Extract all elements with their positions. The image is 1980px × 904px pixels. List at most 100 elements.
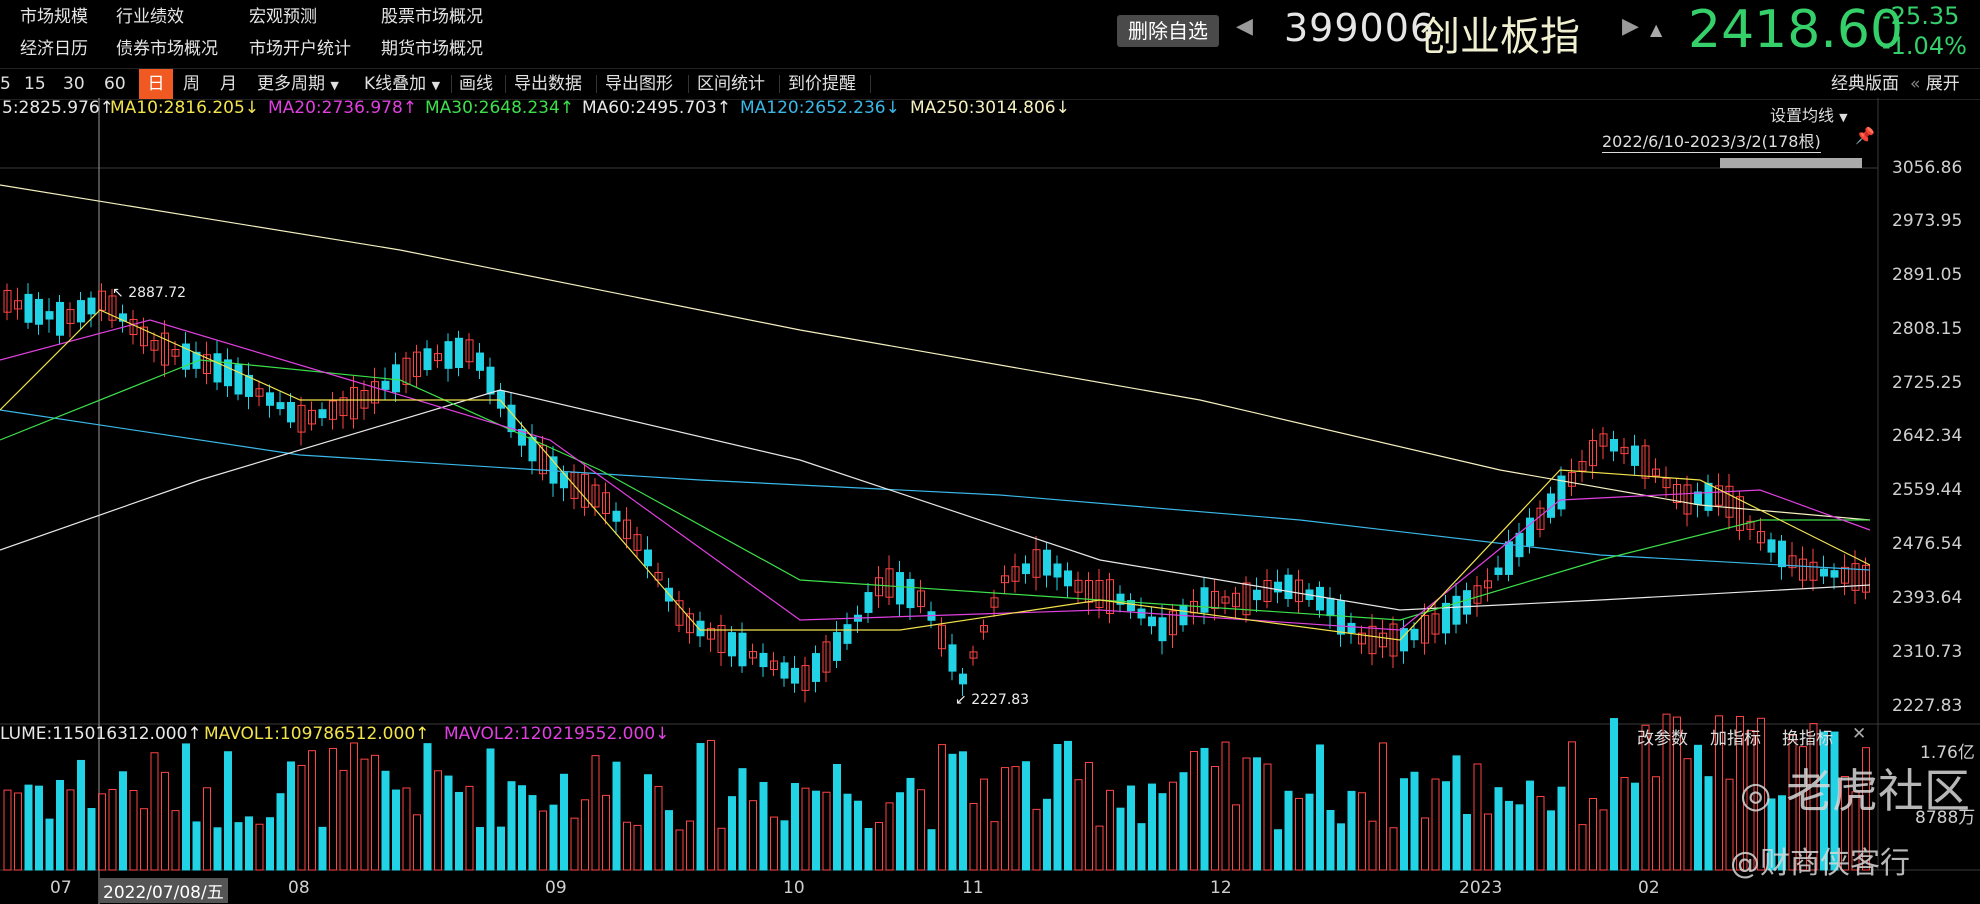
candle-body: [255, 388, 264, 397]
more-periods-dropdown[interactable]: 更多周期 ▼: [257, 69, 339, 99]
period-week[interactable]: 周: [183, 74, 200, 94]
candle-body: [287, 401, 295, 423]
menu-stock-market-overview[interactable]: 股票市场概况: [381, 7, 483, 27]
candle-body: [171, 349, 180, 357]
volume-bar: [1547, 810, 1555, 871]
candle-body: [1830, 570, 1839, 578]
ma-settings-dropdown[interactable]: 设置均线 ▼: [1770, 102, 1848, 126]
menu-economic-calendar[interactable]: 经济日历: [20, 39, 88, 59]
candle-body: [1263, 580, 1272, 602]
volume-bar: [371, 754, 379, 871]
volume-bar: [339, 769, 348, 871]
x-month-label: 02: [1638, 878, 1660, 898]
add-indicator-button[interactable]: 加指标: [1710, 729, 1761, 749]
menu-industry-performance[interactable]: 行业绩效: [116, 7, 184, 27]
candle-body: [465, 339, 474, 363]
volume-bar: [234, 822, 243, 871]
volume-bar: [192, 821, 201, 871]
export-data-button[interactable]: 导出数据: [514, 74, 582, 94]
candle-body: [938, 624, 946, 650]
period-month[interactable]: 月: [220, 74, 237, 94]
classic-layout-button[interactable]: 经典版面: [1831, 74, 1899, 94]
candle-body: [1127, 600, 1135, 612]
expand-button[interactable]: « 展开: [1910, 69, 1960, 99]
menu-macro-forecast[interactable]: 宏观预测: [249, 7, 317, 27]
candle-body: [381, 380, 390, 390]
period-60[interactable]: 60: [104, 74, 126, 94]
moving-average-line: [0, 319, 1871, 631]
candle-body: [1442, 602, 1450, 634]
volume-bar: [266, 817, 274, 871]
volume-bar: [518, 785, 526, 871]
volume-bar: [633, 824, 642, 871]
volume-bar: [1253, 757, 1261, 871]
candle-body: [633, 534, 642, 551]
pin-icon[interactable]: 📌: [1855, 126, 1875, 145]
menu-account-stats[interactable]: 市场开户统计: [249, 39, 351, 59]
volume-bar: [1368, 820, 1377, 871]
volume-bar: [1305, 793, 1314, 871]
volume-bar: [24, 784, 33, 871]
volume-bar: [1358, 792, 1366, 871]
tiger-community-watermark: ◎ 老虎社区: [1740, 755, 1970, 821]
menu-bond-market-overview[interactable]: 债券市场概况: [116, 39, 218, 59]
candle-body: [119, 313, 127, 322]
header: 市场规模 行业绩效 宏观预测 股票市场概况 经济日历 债券市场概况 市场开户统计…: [0, 0, 1980, 68]
volume-bar: [1694, 744, 1702, 871]
candle-body: [1001, 575, 1009, 584]
volume-bar: [738, 768, 747, 871]
candle-body: [623, 519, 631, 540]
candle-body: [696, 620, 705, 637]
volume-bar: [444, 775, 453, 871]
menu-futures-market-overview[interactable]: 期货市场概况: [381, 39, 483, 59]
candle-body: [1253, 589, 1261, 601]
volume-bar: [1127, 785, 1135, 871]
candle-body: [1379, 632, 1387, 648]
candle-body: [392, 364, 400, 393]
min-price-marker: ↙ 2227.83: [955, 692, 1029, 708]
draw-line-button[interactable]: 画线: [459, 74, 493, 94]
candle-body: [738, 632, 747, 667]
delete-watchlist-button[interactable]: 删除自选: [1117, 15, 1219, 47]
period-day[interactable]: 日: [139, 69, 173, 99]
edit-params-button[interactable]: 改参数: [1637, 729, 1688, 749]
volume-bar: [1221, 741, 1230, 871]
volume-bar: [203, 787, 211, 871]
price-change: -25.35: [1882, 2, 1960, 30]
next-symbol-icon[interactable]: ▶: [1622, 14, 1639, 39]
candle-body: [1494, 567, 1503, 575]
range-stats-button[interactable]: 区间统计: [697, 74, 765, 94]
volume-bar: [1715, 715, 1723, 871]
kline-overlay-dropdown[interactable]: K线叠加 ▼: [364, 69, 440, 99]
candle-body: [1431, 613, 1440, 635]
switch-indicator-button[interactable]: 换指标: [1782, 729, 1833, 749]
menu-market-scale[interactable]: 市场规模: [20, 7, 88, 27]
volume-bar: [1379, 742, 1387, 871]
prev-symbol-icon[interactable]: ◀: [1236, 14, 1253, 39]
candle-body: [45, 311, 54, 320]
period-15[interactable]: 15: [24, 74, 46, 94]
period-30[interactable]: 30: [63, 74, 85, 94]
price-alert-button[interactable]: 到价提醒: [788, 74, 856, 94]
volume-bar: [108, 788, 117, 871]
candle-body: [350, 386, 358, 420]
volume-bar: [1526, 780, 1534, 871]
candle-body: [990, 597, 999, 608]
close-icon[interactable]: ✕: [1852, 724, 1867, 744]
author-watermark: @财商侠客行: [1730, 846, 1910, 881]
candle-body: [360, 390, 369, 409]
candle-body: [413, 351, 421, 378]
volume-bar: [1211, 765, 1219, 871]
candle-body: [234, 364, 243, 395]
candle-body: [1589, 440, 1597, 467]
expand-label: 展开: [1925, 74, 1960, 94]
period-5[interactable]: 5: [0, 74, 11, 94]
candle-body: [759, 652, 768, 668]
volume-bar: [917, 789, 925, 871]
y-tick-label: 2973.95: [1892, 211, 1963, 231]
volume-bar: [3, 789, 12, 871]
y-tick-label: 2476.54: [1892, 534, 1963, 554]
candle-body: [1505, 541, 1513, 575]
export-chart-button[interactable]: 导出图形: [605, 74, 673, 94]
